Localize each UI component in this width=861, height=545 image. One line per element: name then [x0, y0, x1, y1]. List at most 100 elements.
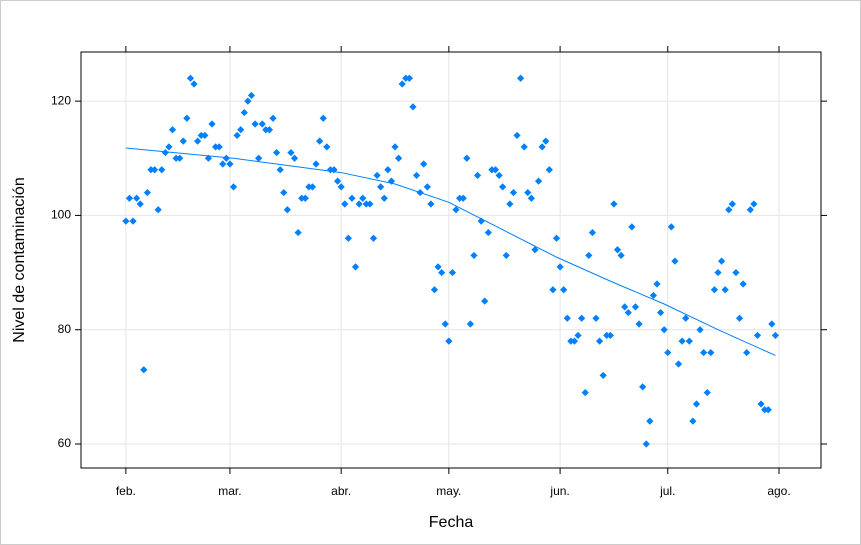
point — [621, 303, 629, 311]
point — [656, 308, 665, 317]
point — [208, 120, 216, 128]
point — [290, 154, 299, 162]
point — [373, 171, 381, 180]
point — [420, 160, 428, 168]
point — [513, 131, 521, 140]
point — [226, 160, 234, 168]
point — [617, 251, 625, 260]
point — [732, 268, 740, 277]
point — [319, 114, 327, 122]
point — [237, 126, 245, 134]
point — [229, 183, 238, 191]
point — [534, 177, 543, 185]
x-tick-label: mar. — [218, 484, 241, 498]
point — [642, 440, 650, 448]
point — [502, 251, 510, 260]
point — [445, 337, 453, 345]
y-tick-label: 60 — [58, 436, 72, 450]
point — [639, 383, 647, 391]
point — [384, 166, 392, 174]
point — [391, 143, 399, 151]
point — [341, 200, 349, 208]
point — [441, 320, 449, 328]
point — [251, 120, 259, 128]
point — [280, 188, 288, 197]
point — [176, 154, 184, 162]
point — [606, 331, 614, 340]
point — [265, 126, 274, 134]
point — [430, 286, 439, 294]
point — [750, 200, 758, 208]
x-axis-label: Fecha — [429, 514, 474, 531]
point — [140, 366, 148, 374]
point — [165, 143, 173, 151]
point — [136, 200, 144, 208]
point — [380, 194, 388, 202]
point — [438, 268, 446, 277]
point — [499, 183, 507, 191]
point — [312, 160, 320, 168]
point — [635, 320, 643, 328]
point — [595, 337, 604, 345]
point — [434, 263, 442, 271]
point — [682, 314, 690, 322]
point — [646, 417, 654, 425]
point — [484, 228, 492, 237]
point — [491, 166, 500, 174]
point — [308, 183, 317, 191]
point — [194, 137, 202, 145]
point — [599, 371, 607, 380]
point — [624, 308, 632, 317]
point — [477, 217, 485, 225]
point — [520, 143, 528, 151]
point — [560, 286, 568, 294]
point — [728, 200, 736, 208]
x-tick-label: jul. — [659, 484, 675, 498]
point — [578, 314, 586, 322]
point — [466, 320, 474, 328]
point — [495, 171, 503, 180]
point — [355, 200, 363, 208]
point — [570, 337, 579, 345]
point — [294, 228, 302, 237]
point — [721, 286, 729, 294]
point — [660, 326, 668, 334]
point — [125, 194, 134, 202]
point — [753, 331, 762, 340]
point — [122, 217, 130, 225]
point — [316, 137, 324, 145]
point — [613, 246, 622, 254]
point — [333, 177, 342, 185]
point — [506, 200, 514, 208]
point — [703, 388, 711, 397]
point — [746, 206, 754, 214]
point — [463, 154, 471, 162]
point — [427, 200, 435, 208]
point — [473, 171, 482, 180]
point — [592, 314, 600, 322]
point — [563, 314, 571, 322]
point — [258, 120, 266, 128]
point — [247, 91, 256, 100]
point — [219, 160, 227, 168]
point — [588, 228, 596, 237]
point — [158, 166, 166, 174]
point — [143, 188, 151, 197]
smooth-line — [125, 147, 776, 356]
point — [179, 137, 187, 145]
point — [685, 337, 693, 345]
point — [764, 406, 772, 414]
plot-box — [80, 51, 822, 469]
point — [531, 246, 539, 254]
point — [337, 183, 345, 191]
point — [735, 314, 744, 322]
point — [272, 148, 281, 157]
point — [768, 320, 776, 328]
point — [610, 200, 618, 208]
point — [538, 143, 546, 151]
point — [671, 257, 679, 265]
point — [269, 114, 277, 122]
x-tick-label: abr. — [331, 484, 351, 498]
y-tick-label: 80 — [58, 322, 72, 336]
x-tick-label: jun. — [549, 484, 569, 498]
